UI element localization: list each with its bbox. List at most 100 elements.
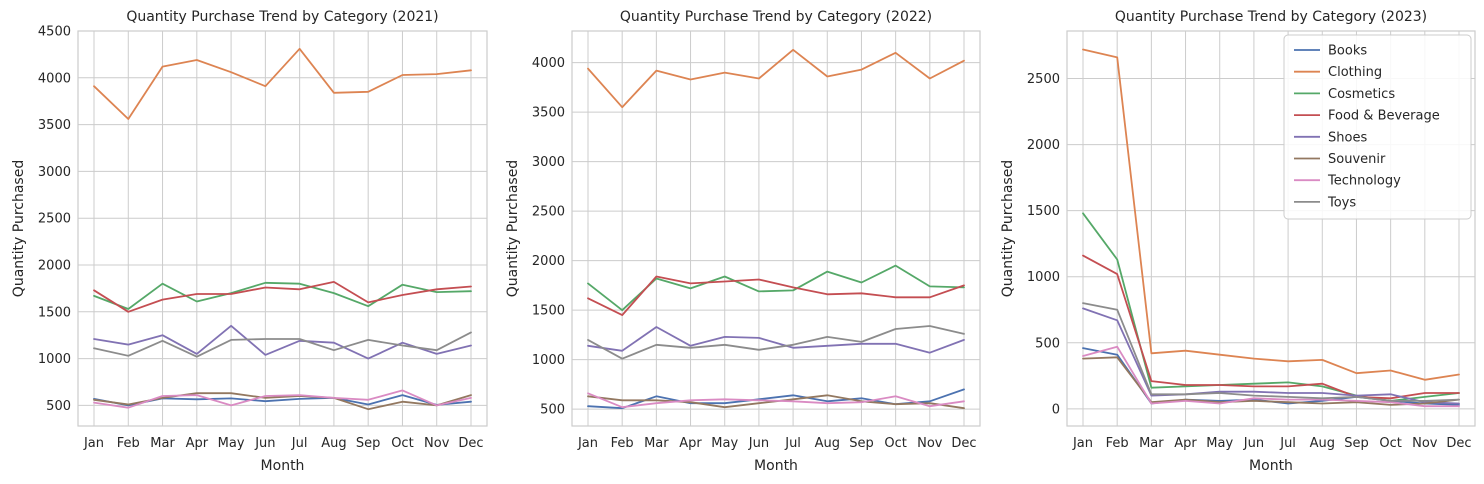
x-tick-label: Apr <box>1174 436 1197 451</box>
series-line-clothing <box>93 47 472 120</box>
axes-frame <box>571 30 981 427</box>
x-axis-label: Month <box>261 458 305 474</box>
y-axis-label: Quantity Purchased <box>11 160 27 297</box>
y-axis-label: Quantity Purchased <box>1000 160 1016 297</box>
legend-entry: Books <box>1328 44 1367 59</box>
grid-lines <box>572 31 980 426</box>
x-tick-label: Aug <box>815 436 840 451</box>
y-tick-label: 4500 <box>38 25 71 40</box>
series-line-food-beverage <box>93 280 472 313</box>
x-tick-label: Jul <box>291 436 308 451</box>
series-line-food-beverage <box>1082 254 1460 400</box>
x-tick-label: Jan <box>577 436 598 451</box>
legend-entry: Souvenir <box>1328 152 1386 167</box>
x-tick-label: Mar <box>1139 436 1164 451</box>
x-tick-label: Aug <box>321 436 346 451</box>
chart-title: Quantity Purchase Trend by Category (202… <box>620 9 932 25</box>
x-axis-label: Month <box>1249 458 1293 474</box>
x-tick-label: Feb <box>611 436 634 451</box>
y-tick-label: 500 <box>46 399 71 414</box>
x-tick-label: Dec <box>951 436 976 451</box>
y-tick-label: 2000 <box>532 254 565 269</box>
y-tick-label: 500 <box>540 403 565 418</box>
x-tick-label: May <box>711 436 738 451</box>
x-tick-label: Oct <box>884 436 906 451</box>
y-tick-label: 1500 <box>38 305 71 320</box>
y-tick-label: 2500 <box>1027 72 1060 87</box>
series-line-clothing <box>1082 48 1460 381</box>
x-tick-label: Jul <box>784 436 801 451</box>
y-tick-label: 2500 <box>532 205 565 220</box>
series-line-shoes <box>1082 307 1460 405</box>
legend-entry: Cosmetics <box>1328 87 1395 102</box>
x-tick-label: Jan <box>1072 436 1093 451</box>
y-tick-label: 3000 <box>38 165 71 180</box>
legend-entry: Toys <box>1327 195 1356 210</box>
x-tick-label: Sep <box>356 436 381 451</box>
x-tick-label: Nov <box>1412 436 1438 451</box>
x-tick-label: Nov <box>424 436 450 451</box>
x-tick-label: Dec <box>1446 436 1471 451</box>
chart-panel-1: 500 1000 1500 2000 2500 3000 3500 4000 4500 Jan Fe… <box>11 9 488 474</box>
x-tick-label: Oct <box>391 436 413 451</box>
legend-entry: Food & Beverage <box>1328 109 1440 124</box>
grid-lines <box>78 30 487 426</box>
y-tick-label: 3500 <box>532 106 565 121</box>
y-tick-label: 3500 <box>38 118 71 133</box>
series-line-toys <box>587 325 965 360</box>
x-tick-label: Oct <box>1379 436 1401 451</box>
x-tick-label: Dec <box>458 436 483 451</box>
chart-title: Quantity Purchase Trend by Category (202… <box>126 9 438 25</box>
y-tick-label: 2000 <box>1027 138 1060 153</box>
x-tick-label: Jan <box>83 436 104 451</box>
x-tick-label: Aug <box>1310 436 1335 451</box>
legend-box <box>1283 34 1472 220</box>
chart-panel-2: 500 1000 1500 2000 2500 3000 3500 4000 Jan Feb Mar… <box>505 9 981 474</box>
legend-entry: Clothing <box>1328 65 1382 80</box>
x-tick-label: Sep <box>849 436 874 451</box>
x-tick-label: Jun <box>748 436 769 451</box>
y-tick-label: 1000 <box>532 353 565 368</box>
x-tick-label: Feb <box>1106 436 1129 451</box>
y-tick-label: 4000 <box>38 71 71 86</box>
series-line-technology <box>587 392 965 409</box>
x-tick-label: Feb <box>117 436 140 451</box>
y-tick-label: 4000 <box>532 56 565 71</box>
series-line-shoes <box>587 326 965 354</box>
series-line-shoes <box>93 324 472 360</box>
series-line-souvenir <box>93 392 472 411</box>
y-axis-label: Quantity Purchased <box>505 160 521 297</box>
series-line-toys <box>93 331 472 358</box>
x-tick-label: Jun <box>254 436 275 451</box>
chart-title: Quantity Purchase Trend by Category (202… <box>1115 9 1427 25</box>
y-tick-label: 1500 <box>1027 204 1060 219</box>
x-tick-label: Mar <box>150 436 175 451</box>
x-axis-label: Month <box>754 458 798 474</box>
y-tick-label: 3000 <box>532 155 565 170</box>
y-tick-label: 0 <box>1052 402 1060 417</box>
plot-area <box>78 31 487 426</box>
y-tick-label: 2000 <box>38 259 71 274</box>
series-line-technology <box>1082 345 1460 408</box>
x-tick-label: Jul <box>1279 436 1296 451</box>
series-line-clothing <box>587 48 965 109</box>
y-tick-label: 1000 <box>38 352 71 367</box>
y-tick-label: 2500 <box>38 212 71 227</box>
chart-panel-3: 0 500 1000 1500 2000 2500 Jan Feb Mar Apr May Jun Ju… <box>1000 9 1476 474</box>
x-tick-label: Sep <box>1344 436 1369 451</box>
series-line-cosmetics <box>93 281 472 310</box>
legend-entry: Technology <box>1327 174 1401 189</box>
y-tick-label: 1500 <box>532 304 565 319</box>
x-tick-label: Mar <box>644 436 669 451</box>
series-lines <box>587 48 965 410</box>
series-line-food-beverage <box>587 275 965 317</box>
y-tick-label: 500 <box>1035 336 1060 351</box>
axes-frame <box>1066 30 1476 427</box>
axes-frame <box>77 30 488 427</box>
series-lines <box>1082 48 1460 408</box>
legend-entry: Shoes <box>1328 130 1367 145</box>
plot-area <box>572 31 980 426</box>
x-tick-label: Apr <box>186 436 209 451</box>
x-tick-label: Nov <box>917 436 943 451</box>
